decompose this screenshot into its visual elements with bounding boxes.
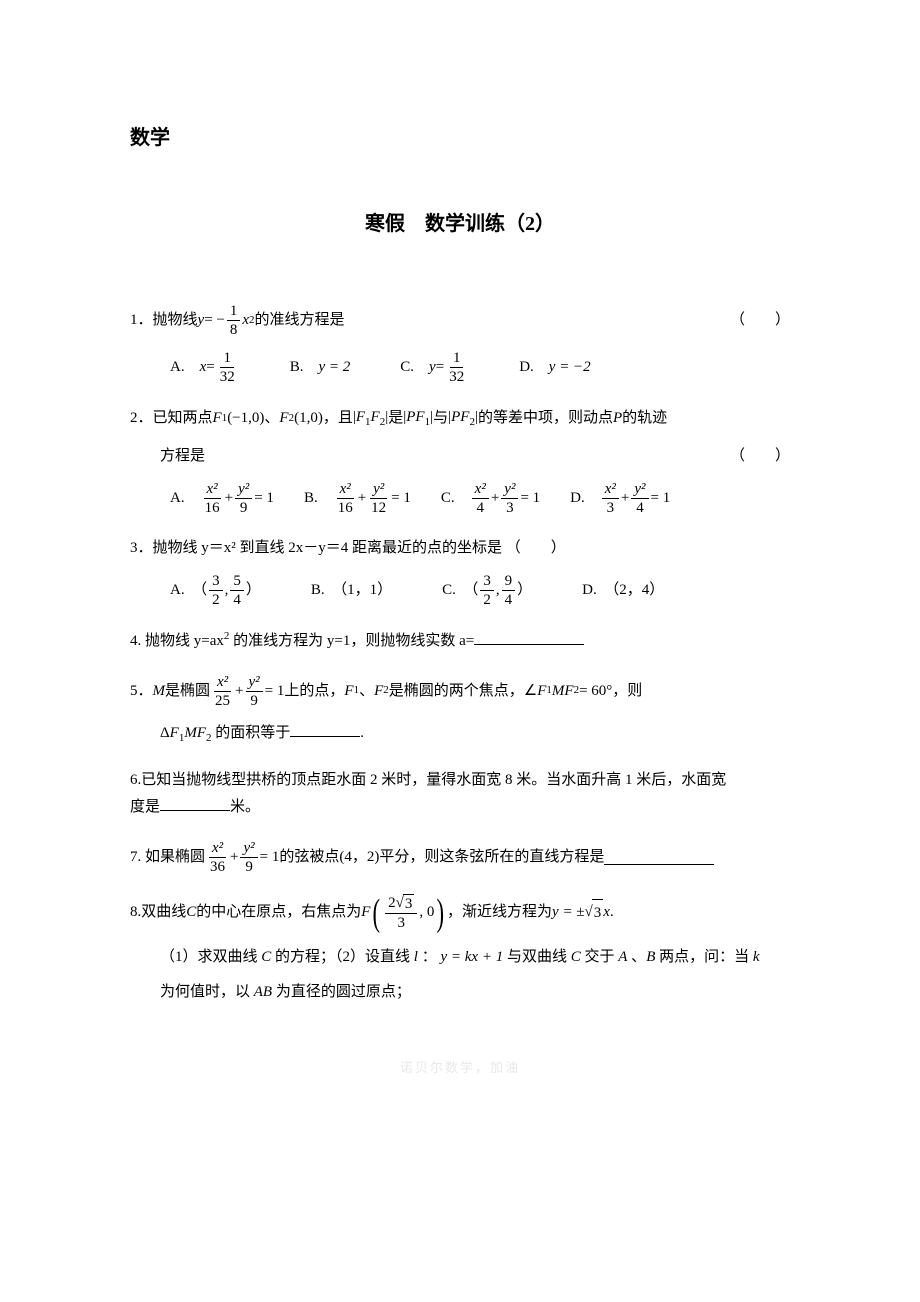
- question-2: 2．已知两点 F1(−1,0) 、 F2(1,0) ，且 F1F2 是 PF1 …: [130, 404, 790, 517]
- q1-opt-d: D. y = −2: [519, 354, 591, 381]
- q1-opt-c: C. y = 132: [400, 349, 469, 386]
- question-1: 1．抛物线 y = − 18 x2 的准线方程是 （ ） A. x = 132 …: [130, 302, 790, 386]
- q3-opt-a: A. （ 32, 54 ）: [170, 572, 261, 609]
- question-7: 7. 如果椭圆 x²36 + y²9 = 1 的弦被点(4，2)平分，则这条弦所…: [130, 839, 790, 876]
- q3-stem: 3．抛物线 y＝x² 到直线 2x－y＝4 距离最近的点的坐标是 （ ）: [130, 535, 790, 562]
- doc-title: 数学: [130, 120, 790, 156]
- q6-blank: [160, 796, 230, 811]
- q7-blank: [604, 850, 714, 865]
- q2-opt-a: A. x²16 + y²9 = 1: [170, 480, 274, 517]
- q1-opt-b: B. y = 2: [290, 354, 351, 381]
- question-3: 3．抛物线 y＝x² 到直线 2x－y＝4 距离最近的点的坐标是 （ ） A. …: [130, 535, 790, 609]
- q3-opt-c: C. （ 32, 94 ）: [442, 572, 532, 609]
- q2-paren: （ ）: [730, 443, 790, 470]
- sub-title: 寒假 数学训练（2）: [130, 206, 790, 242]
- q1-stem-post: 的准线方程是: [255, 307, 345, 334]
- q3-opt-d: D. （2，4）: [582, 577, 664, 604]
- watermark: 诺贝尔数学，加油: [130, 1056, 790, 1079]
- q2-opt-c: C. x²4 + y²3 = 1: [441, 480, 540, 517]
- question-6: 6.已知当抛物线型拱桥的顶点距水面 2 米时，量得水面宽 8 米。当水面升高 1…: [130, 767, 790, 821]
- question-5: 5． M 是椭圆 x²25 + y²9 = 1 上的点， F1 、 F2 是椭圆…: [130, 673, 790, 749]
- q3-opt-b: B. （1，1）: [311, 577, 392, 604]
- q1-stem-pre: 1．抛物线: [130, 307, 198, 334]
- q1-paren: （ ）: [730, 307, 790, 334]
- q2-opt-d: D. x²3 + y²4 = 1: [570, 480, 670, 517]
- q1-opt-a: A. x = 132: [170, 349, 240, 386]
- question-4: 4. 抛物线 y=ax2 的准线方程为 y=1，则抛物线实数 a=: [130, 627, 790, 655]
- q2-opt-b: B. x²16 + y²12 = 1: [304, 480, 411, 517]
- q4-blank: [474, 630, 584, 645]
- q5-blank: [290, 722, 360, 737]
- question-8: 8.双曲线 C 的中心在原点，右焦点为 F ( 233, 0 ) ，渐近线方程为…: [130, 894, 790, 1006]
